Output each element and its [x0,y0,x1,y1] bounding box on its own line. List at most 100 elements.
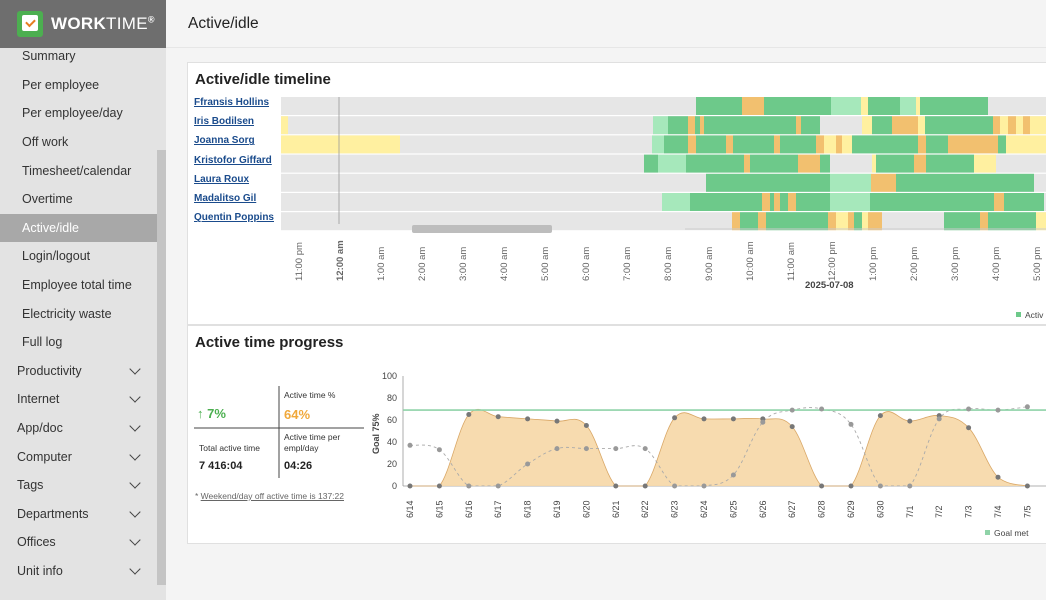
activity-segment [836,135,842,154]
employee-link[interactable]: Iris Bodilsen [194,116,255,128]
activity-segment [861,97,868,115]
activity-segment [762,193,770,211]
x-tick-label: 6/28 [817,500,827,518]
sidebar-item-label: Offices [17,535,56,550]
timeline-row [281,212,1046,231]
activity-segment [695,116,700,135]
comparison-point [701,483,707,489]
y-tick-label: 40 [387,437,397,447]
sidebar-item-computer[interactable]: Computer [0,442,157,471]
comparison-point [966,406,972,412]
active-point [525,416,531,422]
page-header: Active/idle [166,0,1046,48]
employee-link[interactable]: Laura Roux [194,173,250,185]
sidebar-item-label: Employee total time [22,278,132,293]
sidebar-item-label: Off work [22,135,69,150]
activity-segment [801,116,820,135]
sidebar-item-departments[interactable]: Departments [0,500,157,529]
sidebar-item-login-logout[interactable]: Login/logout [0,242,157,271]
sidebar-item-productivity[interactable]: Productivity [0,357,157,386]
comparison-point [436,447,442,453]
employee-link[interactable]: Madalitso Gil [194,193,257,204]
activity-segment [733,135,774,154]
activity-segment [848,212,854,231]
sidebar-item-offices[interactable]: Offices [0,528,157,557]
sidebar-item-label: Per employee [22,77,100,92]
activity-segment [796,116,801,135]
comparison-point [466,483,472,489]
time-tick-label: 12:00 pm [827,241,838,281]
sidebar-item-overtime[interactable]: Overtime [0,185,157,214]
activity-segment [872,154,876,173]
sidebar-item-unit-info[interactable]: Unit info [0,557,157,586]
x-tick-label: 7/5 [1022,505,1032,518]
sidebar-scrollbar[interactable] [157,150,166,585]
employee-link[interactable]: Ffransis Hollins [194,97,270,108]
sidebar-item-summary[interactable]: Summary [0,42,157,71]
chevron-down-icon [129,534,141,547]
sidebar-item-electricity-waste[interactable]: Electricity waste [0,299,157,328]
sidebar-item-label: Per employee/day [22,106,123,121]
activity-segment [1008,116,1016,135]
activity-segment [870,193,994,211]
sidebar-item-internet[interactable]: Internet [0,385,157,414]
active-point [877,413,883,419]
activity-segment [860,135,918,154]
activity-segment [658,154,668,173]
active-point [642,483,648,489]
comparison-point [907,483,913,489]
activity-segment [1000,116,1008,135]
activity-segment [914,154,926,173]
sidebar-item-app-doc[interactable]: App/doc [0,414,157,443]
x-tick-label: 6/21 [611,500,621,518]
activity-segment [980,212,988,231]
sidebar-item-label: Login/logout [22,249,91,264]
comparison-point [613,446,619,452]
sidebar-item-per-employee[interactable]: Per employee [0,71,157,100]
sidebar-item-tags[interactable]: Tags [0,471,157,500]
active-area-line [409,409,1028,487]
sidebar-item-active-idle[interactable]: Active/idle [0,213,157,243]
sidebar-item-employee-total-time[interactable]: Employee total time [0,271,157,300]
timeline-scrollbar[interactable] [412,225,552,233]
comparison-line [409,406,1028,487]
activity-segment [706,173,830,192]
activity-segment [900,97,916,115]
activity-segment [988,212,1036,231]
chevron-down-icon [129,420,141,432]
activity-segment [1006,135,1046,154]
time-tick-label: 1:00 pm [868,247,879,281]
chevron-down-icon [129,563,141,575]
weekend-footnote[interactable]: * Weekend/day off active time is 137:22 [195,491,344,501]
employee-link[interactable]: Quentin Poppins [194,212,274,224]
sidebar-item-label: Unit info [17,563,63,578]
activity-segment [868,97,900,115]
sidebar-item-off-work[interactable]: Off work [0,128,157,157]
activity-segment [1030,116,1046,135]
x-tick-label: 6/19 [552,500,562,518]
legend-active-label: Activ [1025,310,1044,320]
employee-link[interactable]: Joanna Sorg [194,135,255,147]
x-tick-label: 6/20 [581,500,591,518]
activity-segment [926,135,948,154]
activity-segment [750,154,752,173]
employee-link[interactable]: Kristofor Giffard [194,154,272,166]
activity-segment [644,154,658,173]
x-tick-label: 7/1 [905,505,915,518]
active-point [907,418,913,424]
sidebar-item-full-log[interactable]: Full log [0,328,157,357]
active-pct-label: Active time % [284,390,336,400]
activity-segment [1016,116,1023,135]
y-tick-label: 80 [387,393,397,403]
activity-segment [732,212,740,231]
sidebar-item-timesheet-calendar[interactable]: Timesheet/calendar [0,156,157,185]
chevron-down-icon [129,448,141,461]
brand-logo[interactable]: WORKTIME® [0,0,166,48]
timeline-title: Active/idle timeline [195,71,331,88]
sidebar-item-per-employee-day[interactable]: Per employee/day [0,99,157,128]
stats-box: ↑ 7% Active time % 64% Total active time… [194,386,364,504]
sidebar-nav: Summary Per employee Per employee/day Off w… [0,42,157,585]
activity-segment [918,135,926,154]
activity-segment [688,116,695,135]
activity-segment [916,97,920,115]
